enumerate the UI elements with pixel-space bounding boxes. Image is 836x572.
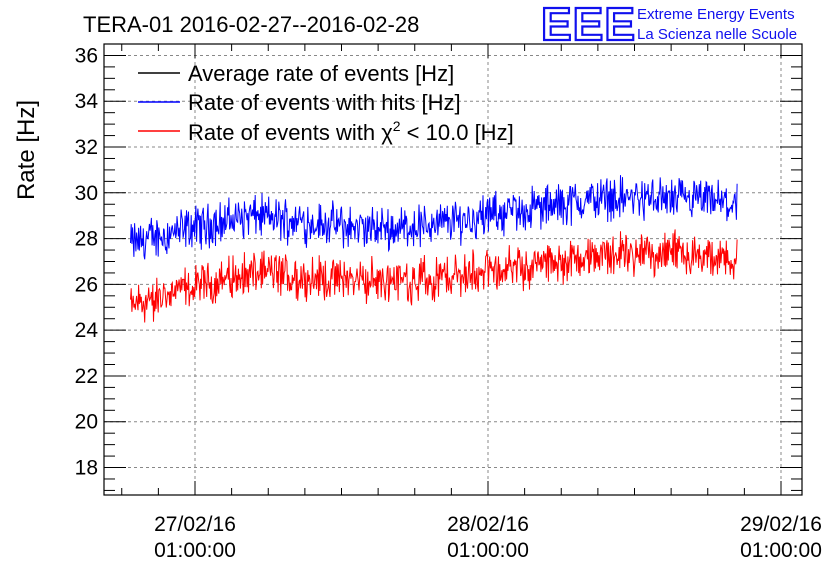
eee-logo: EEE Extreme Energy Events La Scienza nel… xyxy=(540,0,797,51)
legend-label-chi2: Rate of events with χ2 < 10.0 [Hz] xyxy=(188,118,514,145)
y-tick-label: 28 xyxy=(75,228,98,251)
x-tick-label-time: 01:00:00 xyxy=(154,539,236,562)
y-tick-labels: 18 20 22 24 26 28 30 32 34 36 xyxy=(75,44,99,479)
y-tick-label: 36 xyxy=(75,44,98,67)
y-tick-label: 34 xyxy=(75,90,99,113)
series-line-hits xyxy=(130,175,738,260)
legend-label-average: Average rate of events [Hz] xyxy=(188,61,454,86)
data-series xyxy=(130,175,738,323)
axis-ticks xyxy=(104,43,802,495)
logo-mark: EEE xyxy=(541,0,636,50)
y-tick-label: 30 xyxy=(75,182,98,205)
y-tick-label: 24 xyxy=(75,319,99,342)
x-tick-label-date: 28/02/16 xyxy=(447,513,529,536)
y-tick-label: 18 xyxy=(75,457,98,480)
grid xyxy=(104,44,802,495)
y-tick-label: 32 xyxy=(75,136,98,159)
x-tick-label-date: 29/02/16 xyxy=(740,513,822,536)
plot-frame xyxy=(103,43,803,496)
logo-line-1: Extreme Energy Events xyxy=(637,6,795,23)
legend-label-chi2-sup: 2 xyxy=(393,118,401,134)
series-line-chi2 xyxy=(130,229,738,323)
y-tick-label: 26 xyxy=(75,273,98,296)
y-tick-label: 20 xyxy=(75,411,98,434)
x-tick-label-time: 01:00:00 xyxy=(740,539,822,562)
legend-label-chi2-main: Rate of events with χ xyxy=(188,120,393,145)
x-tick-label-time: 01:00:00 xyxy=(447,539,529,562)
y-axis-label: Rate [Hz] xyxy=(13,100,40,200)
x-tick-labels: 27/02/16 01:00:00 28/02/16 01:00:00 29/02/16… xyxy=(154,513,822,562)
legend-label-hits: Rate of events with hits [Hz] xyxy=(188,90,461,115)
x-tick-label-date: 27/02/16 xyxy=(154,513,236,536)
y-tick-label: 22 xyxy=(75,365,98,388)
chart-title: TERA-01 2016-02-27--2016-02-28 xyxy=(83,12,419,37)
logo-line-2: La Scienza nelle Scuole xyxy=(637,26,797,43)
legend: Average rate of events [Hz] Rate of even… xyxy=(138,61,514,145)
legend-label-chi2-tail: < 10.0 [Hz] xyxy=(401,120,514,145)
